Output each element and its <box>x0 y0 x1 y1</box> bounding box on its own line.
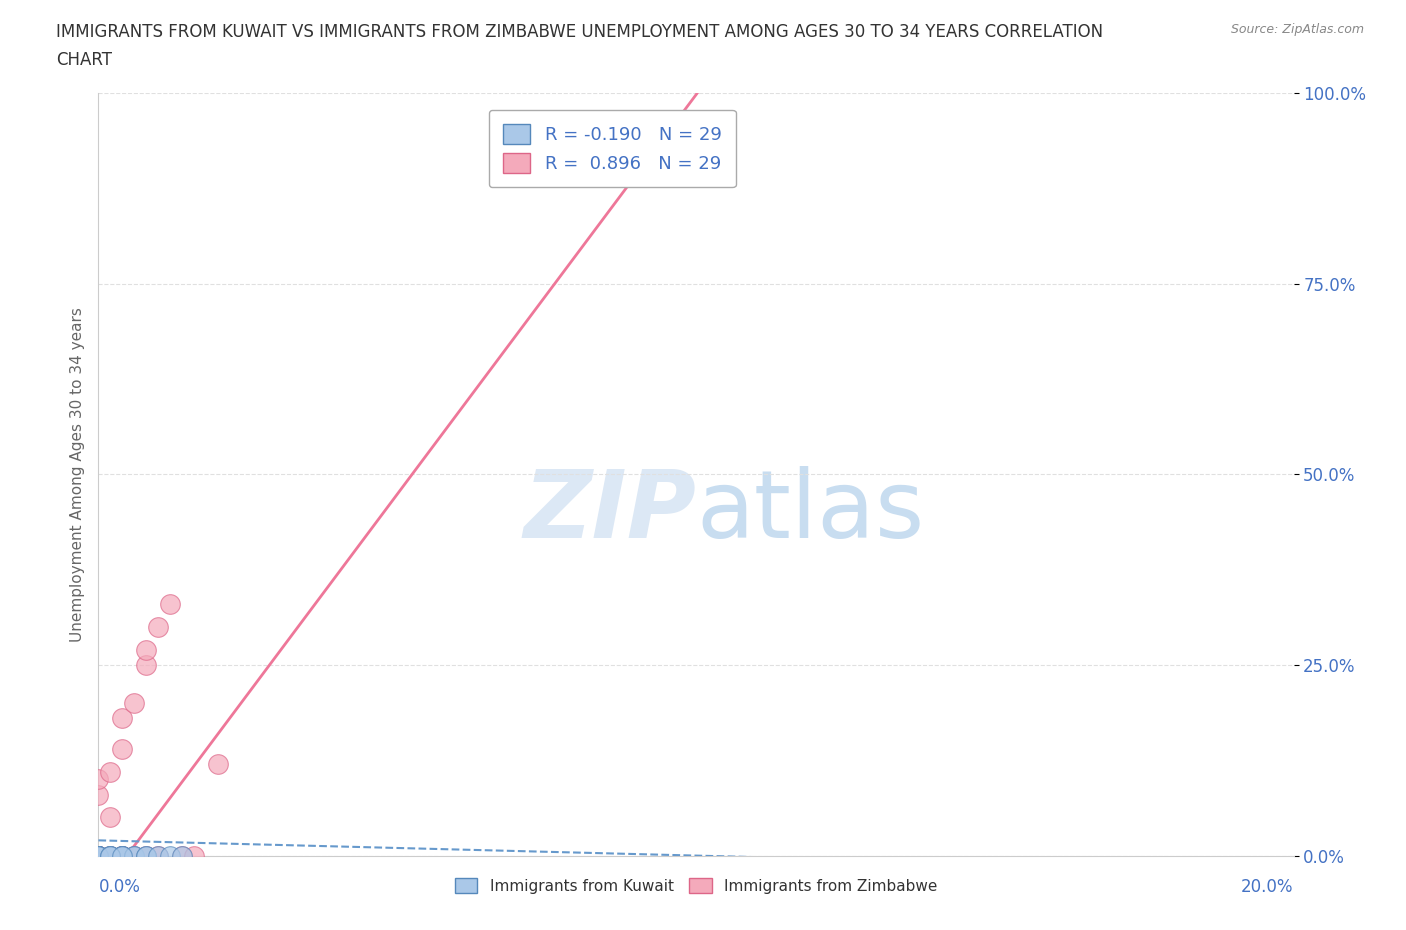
Point <box>87 848 110 863</box>
Point <box>111 848 134 863</box>
Point <box>148 619 170 634</box>
Point <box>159 848 181 863</box>
Point <box>98 848 122 863</box>
Point <box>207 757 229 772</box>
Point <box>148 848 170 863</box>
Point <box>87 787 110 802</box>
Point <box>148 848 170 863</box>
Point <box>111 711 134 725</box>
Point <box>87 848 110 863</box>
Text: IMMIGRANTS FROM KUWAIT VS IMMIGRANTS FROM ZIMBABWE UNEMPLOYMENT AMONG AGES 30 TO: IMMIGRANTS FROM KUWAIT VS IMMIGRANTS FRO… <box>56 23 1104 41</box>
Point <box>87 848 110 863</box>
Point <box>98 848 122 863</box>
Point <box>124 848 146 863</box>
Point <box>183 848 205 863</box>
Point <box>135 848 157 863</box>
Point <box>111 848 134 863</box>
Point <box>87 848 110 863</box>
Point <box>87 848 110 863</box>
Point <box>111 848 134 863</box>
Point <box>87 848 110 863</box>
Point <box>87 848 110 863</box>
Text: 20.0%: 20.0% <box>1241 879 1294 897</box>
Point <box>159 596 181 611</box>
Point <box>87 848 110 863</box>
Point <box>124 848 146 863</box>
Point <box>172 848 194 863</box>
Point <box>87 848 110 863</box>
Point <box>87 848 110 863</box>
Point <box>111 848 134 863</box>
Point <box>98 848 122 863</box>
Point <box>135 643 157 658</box>
Point <box>135 848 157 863</box>
Point <box>87 848 110 863</box>
Text: atlas: atlas <box>696 467 924 558</box>
Point <box>111 848 134 863</box>
Point <box>87 848 110 863</box>
Point <box>554 124 576 139</box>
Point <box>135 848 157 863</box>
Point <box>87 848 110 863</box>
Point <box>111 848 134 863</box>
Point <box>124 848 146 863</box>
Point <box>87 848 110 863</box>
Point <box>87 772 110 787</box>
Legend: Immigrants from Kuwait, Immigrants from Zimbabwe: Immigrants from Kuwait, Immigrants from … <box>447 870 945 901</box>
Text: Source: ZipAtlas.com: Source: ZipAtlas.com <box>1230 23 1364 36</box>
Point <box>124 696 146 711</box>
Point <box>172 848 194 863</box>
Y-axis label: Unemployment Among Ages 30 to 34 years: Unemployment Among Ages 30 to 34 years <box>69 307 84 642</box>
Point <box>87 848 110 863</box>
Text: CHART: CHART <box>56 51 112 69</box>
Point <box>87 848 110 863</box>
Point <box>98 764 122 779</box>
Text: 0.0%: 0.0% <box>98 879 141 897</box>
Point <box>87 848 110 863</box>
Point <box>98 848 122 863</box>
Point <box>87 848 110 863</box>
Point <box>111 741 134 756</box>
Point <box>87 848 110 863</box>
Point <box>98 848 122 863</box>
Point <box>87 848 110 863</box>
Point <box>135 658 157 672</box>
Point <box>87 848 110 863</box>
Point <box>87 848 110 863</box>
Point <box>98 810 122 825</box>
Text: ZIP: ZIP <box>523 467 696 558</box>
